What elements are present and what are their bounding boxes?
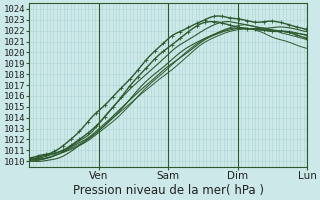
X-axis label: Pression niveau de la mer( hPa ): Pression niveau de la mer( hPa ) [73,184,264,197]
